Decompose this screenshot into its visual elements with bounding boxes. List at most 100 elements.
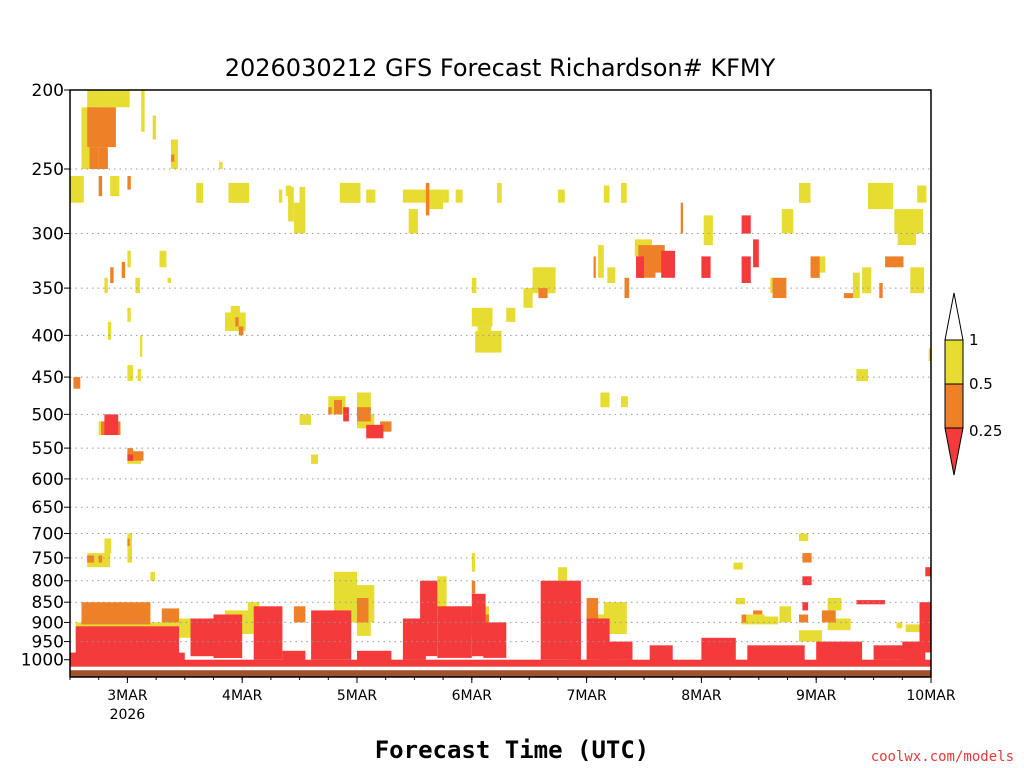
heatmap-cell-r025_05 bbox=[127, 448, 134, 455]
x-tick-label-9MAR: 9MAR bbox=[796, 688, 837, 704]
heatmap-cell-r025_05 bbox=[425, 182, 430, 216]
heatmap-cell-r05_1 bbox=[293, 202, 306, 234]
heatmap-cell-r05_1 bbox=[799, 182, 811, 203]
heatmap-cell-r025_05 bbox=[471, 580, 476, 594]
heatmap-cell-r05_1 bbox=[455, 189, 463, 203]
y-tick-label-500: 500 bbox=[32, 405, 64, 425]
heatmap-cell-lt025 bbox=[747, 645, 805, 662]
heatmap-cell-r05_1 bbox=[557, 567, 568, 581]
axes bbox=[69, 89, 932, 683]
heatmap-cell-r05_1 bbox=[366, 189, 376, 203]
heatmap-cell-r05_1 bbox=[557, 189, 565, 203]
heatmap-cell-r05_1 bbox=[621, 396, 628, 408]
heatmap-cell-r05_1 bbox=[247, 602, 260, 615]
legend-arrow-gt1 bbox=[944, 292, 964, 341]
heatmap-cell-r025_05 bbox=[89, 147, 99, 169]
heatmap-cell-lt025 bbox=[701, 637, 736, 662]
y-tick-label-450: 450 bbox=[32, 368, 64, 388]
heatmap-cell-r05_1 bbox=[140, 335, 143, 357]
heatmap-cell-lt025 bbox=[701, 256, 711, 278]
heatmap-cell-r05_1 bbox=[334, 571, 357, 611]
source-credit: coolwx.com/models bbox=[871, 749, 1014, 765]
heatmap-cell-r05_1 bbox=[894, 209, 923, 234]
heatmap-cell-lt025 bbox=[311, 610, 352, 660]
y-tick-label-550: 550 bbox=[32, 439, 64, 459]
heatmap-cell-r025_05 bbox=[161, 608, 179, 623]
heatmap-cell-lt025 bbox=[919, 606, 931, 653]
heatmap-cells bbox=[70, 90, 931, 677]
heatmap-cell-lt025 bbox=[70, 659, 931, 667]
heatmap-cell-r05_1 bbox=[827, 618, 851, 631]
heatmap-cell-r025_05 bbox=[98, 147, 108, 169]
heatmap-cell-r05_1 bbox=[428, 189, 444, 210]
heatmap-cell-r05_1 bbox=[471, 307, 493, 327]
heatmap-cell-lt025 bbox=[636, 256, 644, 278]
y-tick-label-300: 300 bbox=[32, 225, 64, 245]
heatmap-cell-r05_1 bbox=[779, 606, 791, 623]
heatmap-cell-r05_1 bbox=[219, 161, 223, 169]
heatmap-cell-r025_05 bbox=[753, 610, 763, 615]
y-tick-label-600: 600 bbox=[32, 470, 64, 490]
heatmap-cell-r025_05 bbox=[87, 107, 116, 148]
heatmap-cell-r05_1 bbox=[781, 209, 794, 234]
heatmap-cell-r05_1 bbox=[607, 267, 616, 283]
heatmap-cell-r05_1 bbox=[299, 186, 306, 206]
x-tick-label-3MAR: 3MAR bbox=[107, 688, 148, 704]
heatmap-cell-r05_1 bbox=[905, 624, 920, 633]
heatmap-cell-r025_05 bbox=[235, 317, 239, 327]
y-tick-label-800: 800 bbox=[32, 572, 64, 592]
heatmap-cell-r05_1 bbox=[443, 189, 449, 203]
heatmap-cell-lt025 bbox=[471, 593, 486, 657]
colorbar-legend: 1 0.5 0.25 bbox=[944, 292, 1002, 476]
heatmap-cell-lt025 bbox=[402, 618, 426, 660]
y-tick-label-200: 200 bbox=[32, 81, 64, 101]
heatmap-cell-r05_1 bbox=[897, 233, 917, 246]
heatmap-cell-r05_1 bbox=[171, 139, 178, 169]
heatmap-cell-r05_1 bbox=[735, 598, 745, 605]
heatmap-cell-r025_05 bbox=[73, 377, 81, 389]
legend-box-05-1 bbox=[944, 339, 964, 385]
heatmap-cell-lt025 bbox=[661, 250, 675, 278]
heatmap-cell-r05_1 bbox=[141, 90, 145, 132]
heatmap-cell-r05_1 bbox=[816, 256, 826, 273]
heatmap-cell-r05_1 bbox=[437, 576, 447, 611]
heatmap-cell-lt025 bbox=[802, 602, 809, 611]
heatmap-cell-r025_05 bbox=[127, 176, 131, 190]
heatmap-cell-r05_1 bbox=[477, 326, 492, 345]
y-tick-label-1000: 1000 bbox=[21, 651, 64, 671]
x-tick-sublabel: 2026 bbox=[110, 707, 146, 723]
heatmap-cell-lt025 bbox=[282, 650, 306, 662]
heatmap-cell-r05_1 bbox=[600, 392, 610, 408]
heatmap-cell-r05_1 bbox=[127, 307, 131, 322]
heatmap-cell-r05_1 bbox=[107, 321, 112, 340]
legend-label-0.5: 0.5 bbox=[969, 375, 993, 393]
heatmap-cell-r05_1 bbox=[862, 267, 872, 294]
heatmap-cell-r05_1 bbox=[288, 186, 294, 222]
heatmap-cell-lt025 bbox=[366, 424, 384, 439]
legend-arrow-lt025 bbox=[944, 427, 964, 476]
ground-strip bbox=[70, 670, 931, 677]
heatmap-cell-lt025 bbox=[741, 256, 751, 283]
heatmap-cell-lt025 bbox=[437, 606, 472, 658]
heatmap-cell-r05_1 bbox=[827, 598, 842, 611]
heatmap-cell-r05_1 bbox=[910, 267, 925, 294]
heatmap-cell-r05_1 bbox=[167, 277, 171, 283]
x-tick-label-7MAR: 7MAR bbox=[566, 688, 607, 704]
heatmap-cell-r025_05 bbox=[586, 598, 599, 623]
heatmap-cell-lt025 bbox=[483, 622, 507, 658]
heatmap-cell-r025_05 bbox=[87, 555, 95, 563]
heatmap-cell-r05_1 bbox=[856, 369, 868, 381]
heatmap-cell-r05_1 bbox=[621, 182, 627, 203]
heatmap-cell-r05_1 bbox=[104, 538, 112, 554]
heatmap-cell-r05_1 bbox=[852, 272, 860, 299]
heatmap-cell-lt025 bbox=[253, 606, 283, 660]
y-tick-label-250: 250 bbox=[32, 160, 64, 180]
heatmap-cell-r05_1 bbox=[764, 616, 779, 625]
heatmap-cell-r05_1 bbox=[87, 90, 130, 108]
heatmap-cell-r05_1 bbox=[703, 215, 713, 246]
heatmap-cell-r05_1 bbox=[471, 277, 477, 294]
heatmap-cell-r05_1 bbox=[896, 622, 903, 629]
heatmap-cell-r05_1 bbox=[196, 182, 204, 203]
heatmap-cell-r05_1 bbox=[127, 250, 131, 268]
